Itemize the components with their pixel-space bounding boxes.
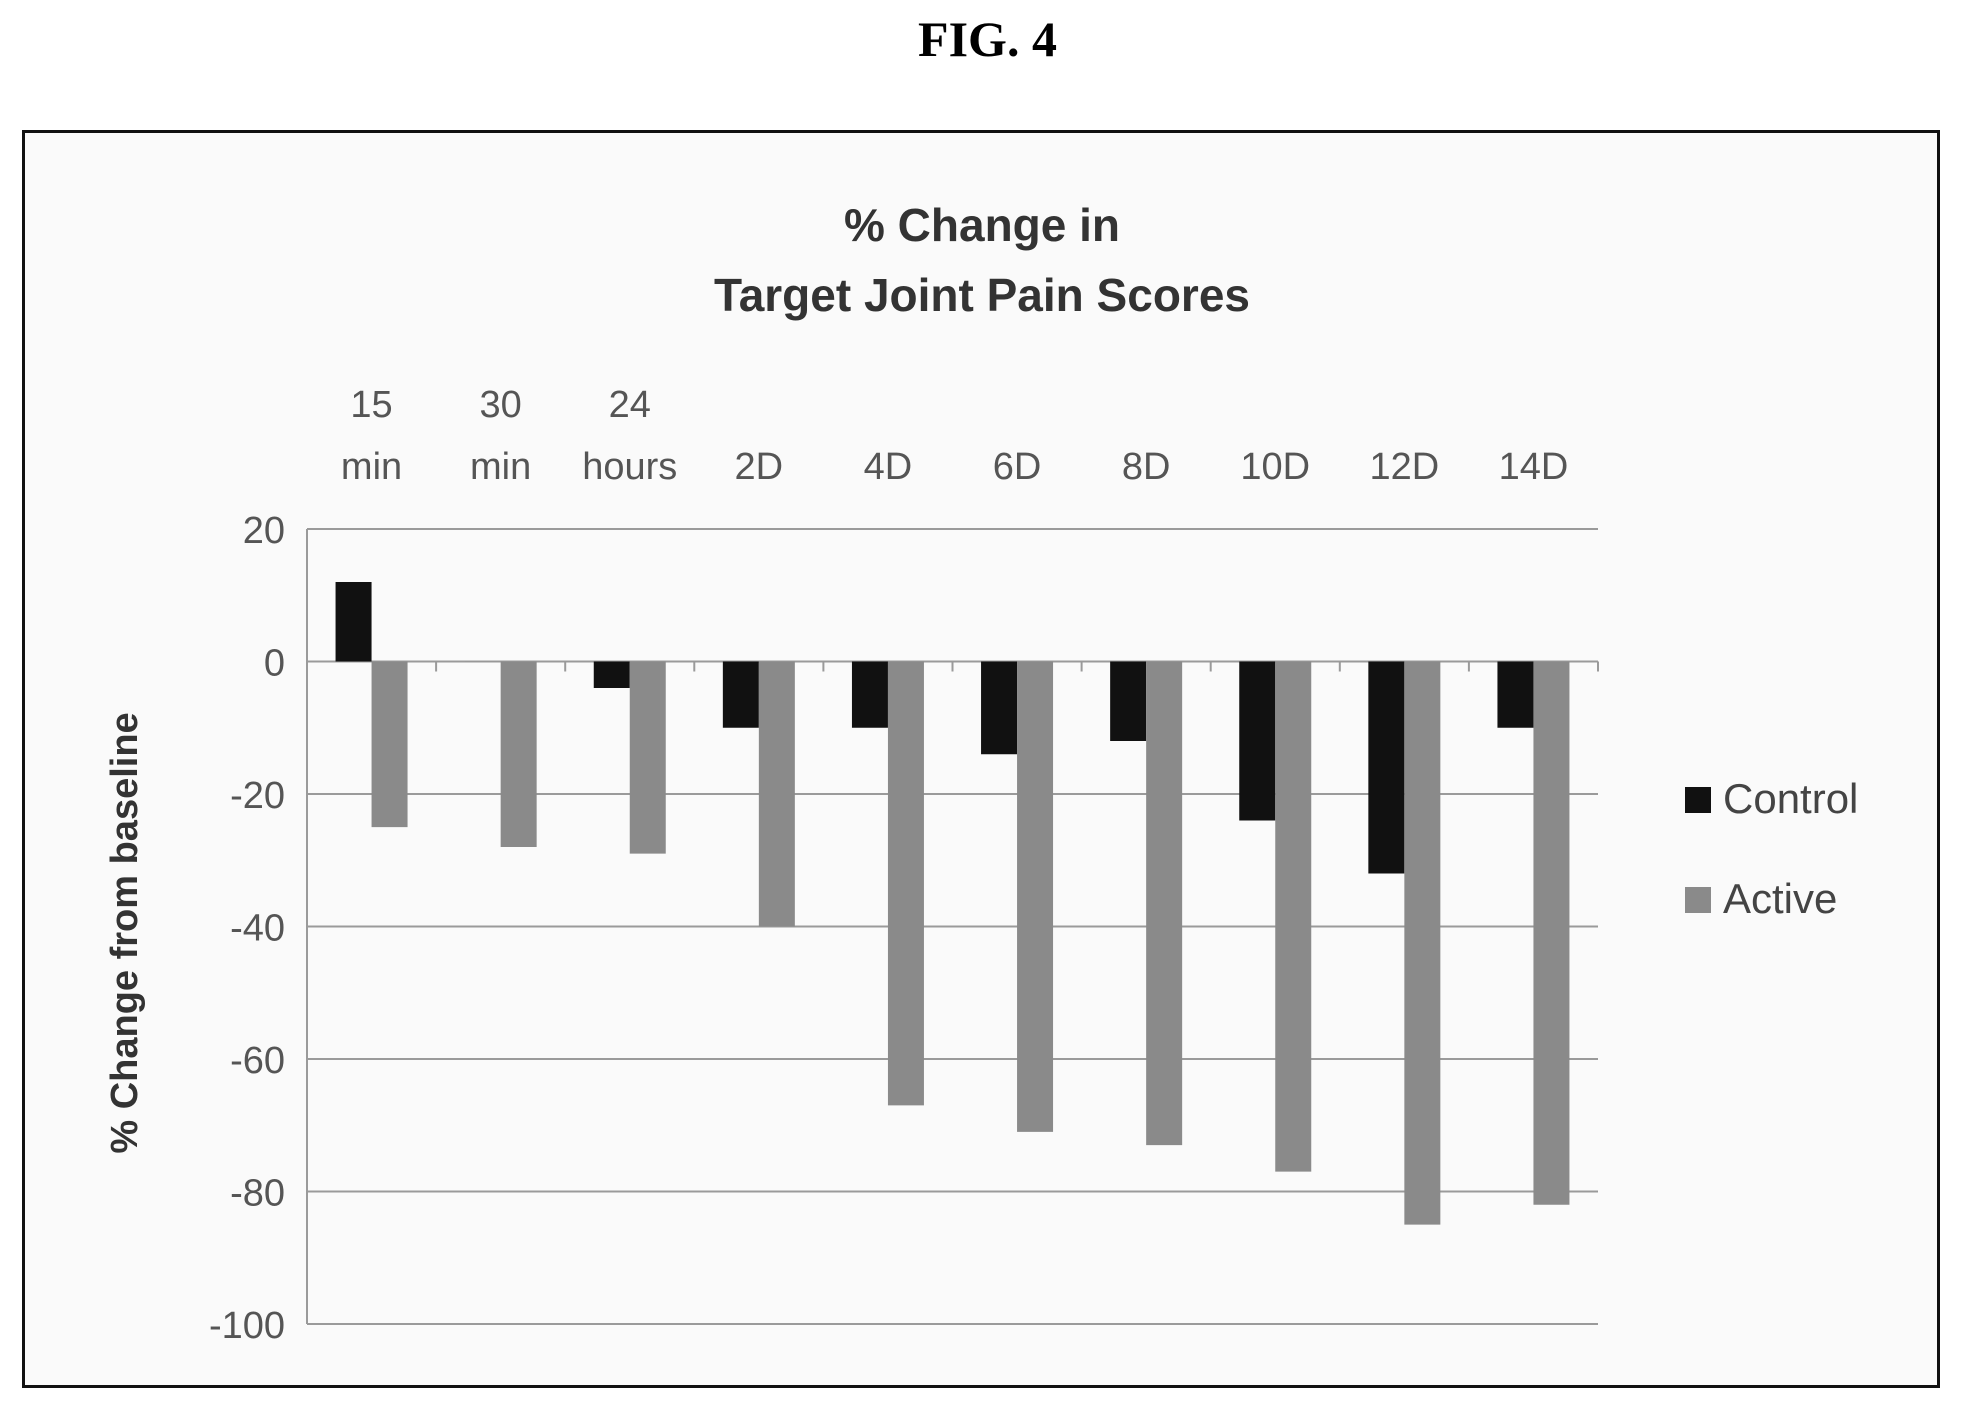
y-tick-label: -100 bbox=[209, 1305, 285, 1347]
bar-control-5 bbox=[981, 661, 1018, 755]
bar-active-7 bbox=[1275, 661, 1312, 1172]
bar-active-3 bbox=[758, 661, 795, 927]
bar-control-8 bbox=[1368, 661, 1405, 874]
bar-active-6 bbox=[1146, 661, 1183, 1146]
x-tick-label: hours bbox=[582, 446, 677, 488]
x-tick-label-line1: 15 bbox=[350, 384, 392, 426]
x-tick-label: 12D bbox=[1369, 446, 1439, 488]
legend-swatch-control bbox=[1685, 787, 1711, 813]
bar-active-2 bbox=[629, 661, 666, 854]
legend-swatch-active bbox=[1685, 887, 1711, 913]
bar-control-3 bbox=[722, 661, 759, 728]
x-tick-label: 4D bbox=[864, 446, 913, 488]
x-tick-label-line1: 30 bbox=[480, 384, 522, 426]
bar-chart: % Change in Target Joint Pain Scores % C… bbox=[104, 199, 1858, 1347]
bar-active-1 bbox=[500, 661, 537, 847]
x-tick-label: min bbox=[341, 446, 402, 488]
y-tick-labels: 20 0 -20 -40 -60 -80 -100 bbox=[209, 510, 285, 1347]
bar-active-0 bbox=[371, 661, 408, 828]
bar-control-7 bbox=[1239, 661, 1276, 821]
bars bbox=[335, 582, 1570, 1225]
y-tick-label: 0 bbox=[264, 643, 285, 685]
legend: Control Active bbox=[1685, 775, 1858, 922]
x-tick-label-line1: 24 bbox=[609, 384, 651, 426]
y-tick-label: -40 bbox=[230, 908, 285, 950]
y-tick-label: -60 bbox=[230, 1040, 285, 1082]
figure-label: FIG. 4 bbox=[918, 11, 1057, 67]
chart-subtitle: Target Joint Pain Scores bbox=[714, 269, 1250, 321]
y-tick-label: -20 bbox=[230, 775, 285, 817]
x-tick-label: 14D bbox=[1499, 446, 1569, 488]
chart-frame: % Change in Target Joint Pain Scores % C… bbox=[22, 130, 1940, 1388]
y-axis-label: % Change from baseline bbox=[104, 712, 146, 1153]
legend-label-control: Control bbox=[1723, 775, 1858, 822]
legend-label-active: Active bbox=[1723, 875, 1837, 922]
bar-control-0 bbox=[335, 582, 372, 662]
x-tick-label: min bbox=[470, 446, 531, 488]
x-tick-labels: 15 min 30 min 24 hours 2D 4D 6D 8D 10D 12D 14D bbox=[341, 384, 1568, 488]
x-tick-label: 6D bbox=[993, 446, 1042, 488]
x-tick-label: 10D bbox=[1240, 446, 1310, 488]
y-tick-label: -80 bbox=[230, 1173, 285, 1215]
bar-active-8 bbox=[1404, 661, 1441, 1225]
x-tick-label: 8D bbox=[1122, 446, 1171, 488]
x-tick-label: 2D bbox=[735, 446, 784, 488]
bar-control-9 bbox=[1497, 661, 1534, 728]
bar-control-6 bbox=[1110, 661, 1147, 741]
bar-active-4 bbox=[887, 661, 924, 1106]
bar-active-5 bbox=[1017, 661, 1054, 1132]
bar-control-2 bbox=[593, 661, 630, 688]
bar-control-4 bbox=[851, 661, 888, 728]
bar-active-9 bbox=[1533, 661, 1570, 1205]
y-tick-label: 20 bbox=[243, 510, 285, 552]
chart-title: % Change in bbox=[844, 199, 1120, 251]
